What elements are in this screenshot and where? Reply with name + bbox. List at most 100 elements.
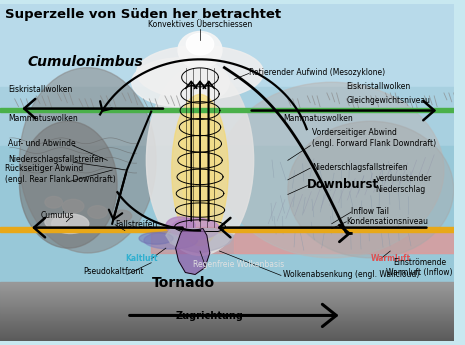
Bar: [0, 300, 454, 301]
Bar: [0, 307, 454, 308]
Bar: [0, 303, 454, 304]
Bar: [0, 283, 454, 284]
Text: Auf- und Abwinde: Auf- und Abwinde: [8, 139, 75, 148]
Text: Eiskristallwolken: Eiskristallwolken: [346, 82, 411, 91]
Text: Niederschlagsfallstreifen: Niederschlagsfallstreifen: [312, 163, 408, 172]
Text: Niederschlagsfallstreifen: Niederschlagsfallstreifen: [8, 155, 103, 164]
Text: Einströmende
Warmluft (Inflow): Einströmende Warmluft (Inflow): [386, 258, 453, 277]
Bar: [0, 292, 454, 293]
Bar: [0, 337, 454, 338]
Bar: [0, 319, 454, 320]
Text: Regenfreie Wolkenbasis: Regenfreie Wolkenbasis: [193, 260, 285, 269]
Bar: [0, 289, 454, 290]
Bar: [0, 321, 454, 322]
Bar: [0, 294, 454, 295]
Bar: [0, 284, 454, 285]
Bar: [0, 336, 454, 337]
Bar: [0, 298, 454, 299]
Bar: [0, 338, 454, 339]
Text: Eiskristallwolken: Eiskristallwolken: [8, 85, 72, 94]
Bar: [0, 295, 454, 296]
Text: Cumulus: Cumulus: [41, 211, 74, 220]
Ellipse shape: [52, 214, 89, 234]
Ellipse shape: [219, 82, 444, 258]
Ellipse shape: [20, 68, 156, 253]
Text: Pseudokaltfront: Pseudokaltfront: [83, 267, 143, 276]
Bar: [0, 318, 454, 319]
Text: Kondensationsniveau: Kondensationsniveau: [346, 217, 428, 226]
Bar: [0, 316, 454, 317]
Bar: [0, 317, 454, 318]
Bar: [0, 335, 454, 336]
Text: Mammatuswolken: Mammatuswolken: [283, 114, 352, 123]
Ellipse shape: [62, 199, 84, 213]
Bar: [0, 287, 454, 288]
Bar: [0, 108, 454, 111]
Text: Vorderseitiger Abwind
(engl. Forward Flank Downdraft): Vorderseitiger Abwind (engl. Forward Fla…: [312, 128, 436, 148]
Text: Gleichgewichtsniveau: Gleichgewichtsniveau: [346, 96, 431, 105]
Bar: [0, 302, 454, 303]
Ellipse shape: [146, 65, 254, 255]
Bar: [0, 309, 454, 311]
Bar: [0, 324, 454, 325]
Ellipse shape: [186, 33, 214, 55]
Bar: [0, 329, 454, 330]
Bar: [0, 333, 454, 334]
Bar: [0, 305, 454, 306]
Ellipse shape: [178, 31, 222, 69]
Text: Cumulonimbus: Cumulonimbus: [27, 55, 143, 69]
Bar: [0, 315, 454, 316]
Polygon shape: [151, 229, 454, 253]
Text: Kaltluft: Kaltluft: [125, 254, 157, 263]
Bar: [0, 87, 454, 341]
Bar: [0, 322, 454, 323]
Ellipse shape: [172, 95, 228, 246]
Bar: [0, 299, 454, 300]
Text: Wolkenabsenkung (engl. Wallcloud): Wolkenabsenkung (engl. Wallcloud): [283, 270, 419, 279]
Bar: [0, 301, 454, 302]
Text: Downburst: Downburst: [307, 178, 379, 191]
Ellipse shape: [137, 46, 264, 99]
Bar: [0, 297, 454, 298]
Polygon shape: [166, 229, 234, 253]
Text: Zugrichtung: Zugrichtung: [176, 311, 244, 321]
Bar: [0, 312, 454, 313]
Bar: [0, 288, 454, 289]
Bar: [0, 323, 454, 324]
Text: Rückseitiger Abwind
(engl. Rear Flank Downdraft): Rückseitiger Abwind (engl. Rear Flank Do…: [5, 164, 116, 184]
Bar: [0, 314, 454, 315]
Ellipse shape: [45, 215, 68, 229]
Ellipse shape: [180, 97, 219, 224]
Bar: [0, 286, 454, 287]
Bar: [0, 339, 454, 340]
Bar: [0, 320, 454, 321]
Bar: [0, 227, 454, 231]
Text: Tornado: Tornado: [152, 276, 215, 290]
Ellipse shape: [88, 206, 107, 218]
Ellipse shape: [171, 218, 219, 239]
Text: verdunstender
Niederschlag: verdunstender Niederschlag: [376, 174, 432, 194]
Ellipse shape: [288, 121, 454, 258]
Ellipse shape: [132, 58, 229, 107]
Bar: [0, 340, 454, 341]
Bar: [0, 334, 454, 335]
Bar: [234, 229, 454, 253]
Bar: [0, 293, 454, 294]
Text: Konvektives Überschiessen: Konvektives Überschiessen: [148, 20, 252, 29]
Bar: [0, 332, 454, 333]
Text: Inflow Tail: Inflow Tail: [351, 207, 389, 216]
Bar: [0, 308, 454, 309]
Bar: [0, 331, 454, 332]
Bar: [0, 310, 454, 312]
Text: Rotierender Aufwind (Mesozyklone): Rotierender Aufwind (Mesozyklone): [249, 68, 385, 77]
Ellipse shape: [45, 196, 62, 208]
Bar: [0, 326, 454, 327]
Ellipse shape: [166, 217, 195, 235]
Bar: [0, 146, 454, 341]
Bar: [0, 290, 454, 291]
Bar: [0, 325, 454, 326]
Ellipse shape: [20, 121, 117, 248]
Text: Warmluft: Warmluft: [371, 254, 411, 263]
Text: Fallstreifen: Fallstreifen: [115, 220, 157, 229]
Text: Superzelle von Süden her betrachtet: Superzelle von Süden her betrachtet: [5, 8, 281, 21]
